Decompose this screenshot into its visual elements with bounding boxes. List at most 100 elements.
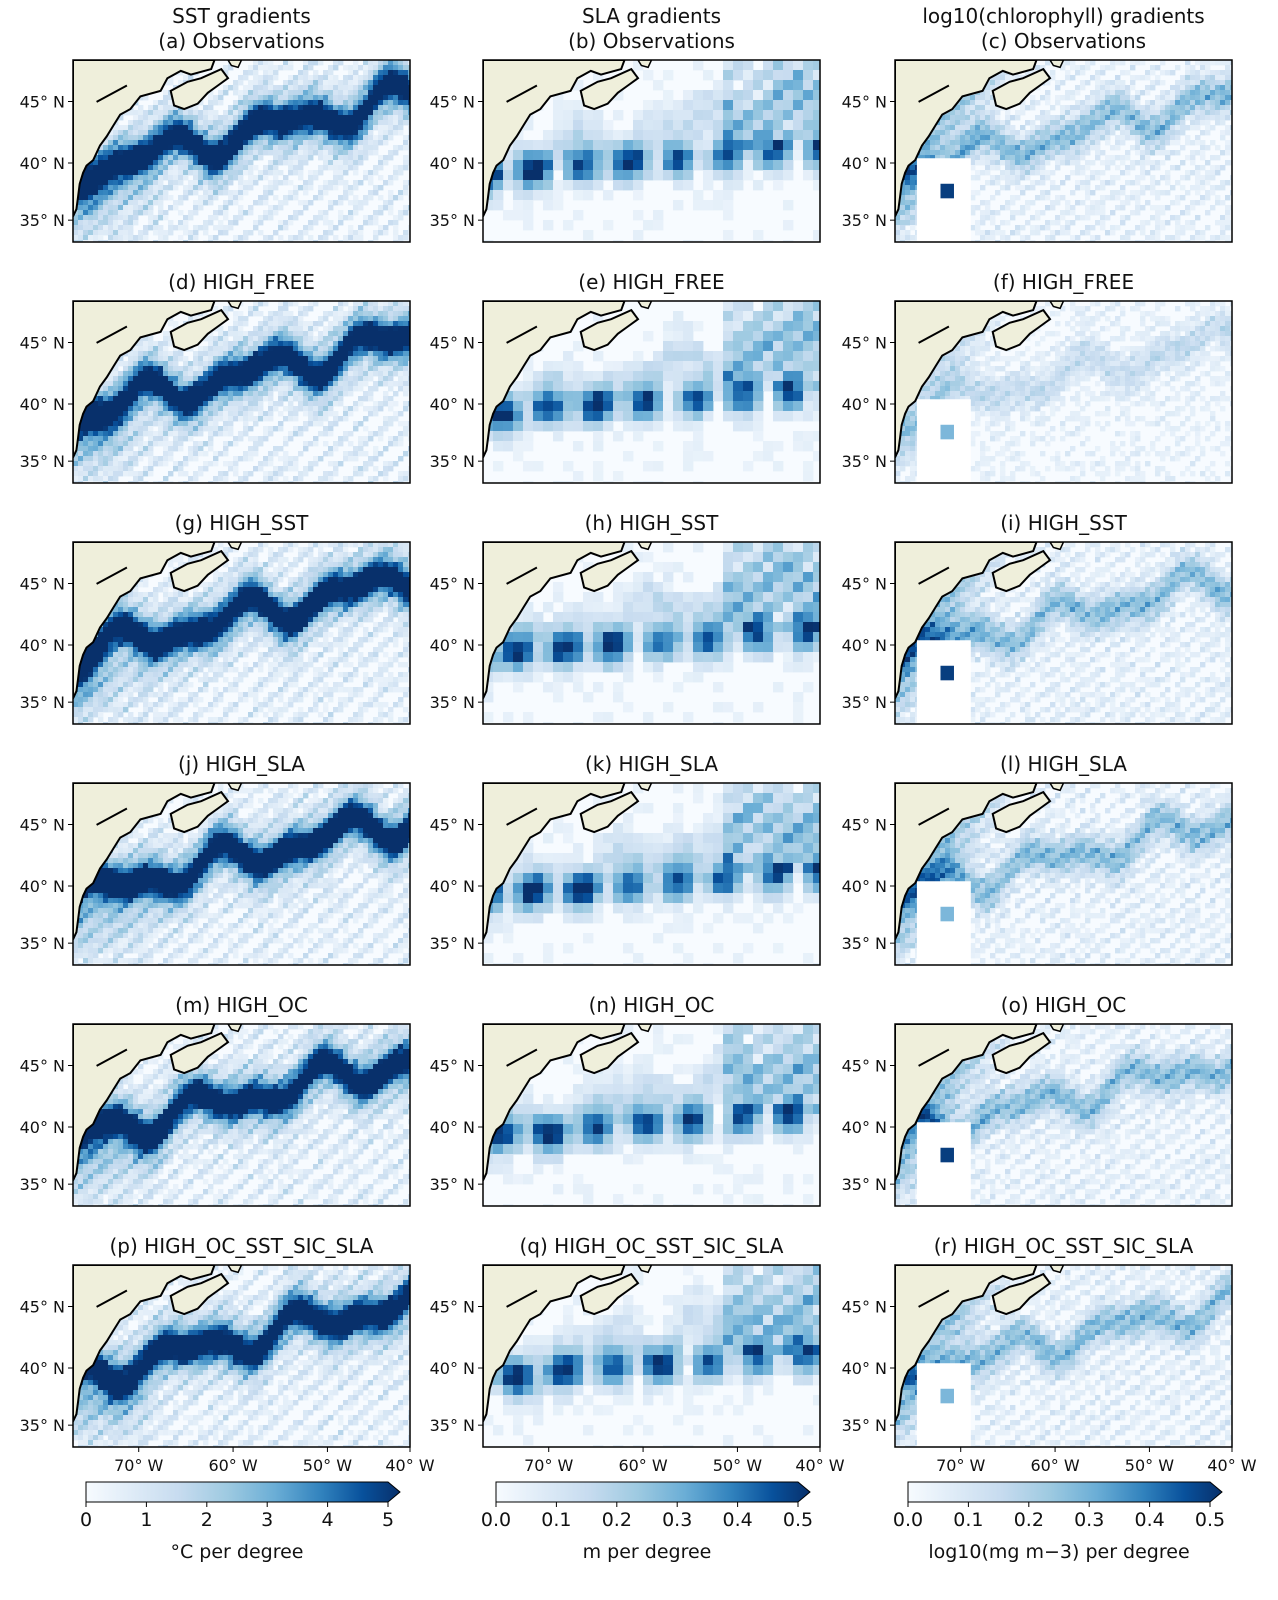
nova-scotia <box>169 549 230 593</box>
panel-title: (q) HIGH_OC_SST_SIC_SLA <box>520 1234 784 1258</box>
colorbar-tick-label: 0.0 <box>481 1509 511 1531</box>
panel-frame <box>482 541 821 725</box>
island <box>637 1024 653 1033</box>
lat-tick-label: 40° N <box>430 395 475 414</box>
lat-tick-label: 35° N <box>842 1175 887 1194</box>
st-lawrence-line <box>96 807 128 826</box>
lon-tick-label: 50° W <box>1125 1456 1174 1475</box>
lat-tick-label: 40° N <box>20 877 65 896</box>
lat-tick-label: 45° N <box>842 815 887 834</box>
island <box>227 1024 243 1033</box>
island <box>1049 1265 1065 1274</box>
panel-title: (p) HIGH_OC_SST_SIC_SLA <box>110 1234 374 1258</box>
lat-tick-label: 40° N <box>20 154 65 173</box>
column-header: SLA gradients <box>582 4 721 28</box>
island <box>637 60 653 69</box>
st-lawrence-line <box>96 325 128 344</box>
panel-title: (b) Observations <box>568 29 735 53</box>
lat-tick-label: 45° N <box>20 92 65 111</box>
lat-tick-label: 40° N <box>20 1118 65 1137</box>
st-lawrence-line <box>506 1289 538 1308</box>
panel-frame <box>482 1023 821 1207</box>
island <box>1049 783 1065 792</box>
lat-tick-label: 35° N <box>430 452 475 471</box>
land-mass <box>483 60 626 217</box>
lat-tick-label: 45° N <box>430 574 475 593</box>
lat-tick-label: 35° N <box>430 934 475 953</box>
lat-tick-label: 45° N <box>842 1056 887 1075</box>
panel-title: (k) HIGH_SLA <box>585 752 718 776</box>
island <box>227 542 243 551</box>
colorbar-tick-label: 0.0 <box>893 1509 923 1531</box>
map-panel: (r) HIGH_OC_SST_SIC_SLA 45° N 40° N 35° N 70… <box>842 1234 1257 1475</box>
colorbar-tick-label: 5 <box>382 1509 394 1531</box>
panel-title: (n) HIGH_OC <box>589 993 715 1017</box>
lat-tick-label: 45° N <box>20 1056 65 1075</box>
land-mass <box>73 60 216 217</box>
lat-tick-label: 35° N <box>20 934 65 953</box>
lat-tick-label: 45° N <box>430 333 475 352</box>
island <box>1049 60 1065 69</box>
lat-tick-label: 35° N <box>842 934 887 953</box>
map-panel: (n) HIGH_OC 45° N 40° N 35° N <box>430 993 821 1207</box>
colorbar-tick-label: 0.1 <box>953 1509 983 1531</box>
lat-tick-label: 35° N <box>20 1175 65 1194</box>
panel-title: (g) HIGH_SST <box>175 511 310 535</box>
lat-tick-label: 35° N <box>20 1416 65 1435</box>
nova-scotia <box>169 790 230 834</box>
nova-scotia <box>169 1272 230 1316</box>
lat-tick-label: 35° N <box>430 1175 475 1194</box>
map-panel: (q) HIGH_OC_SST_SIC_SLA 45° N 40° N 35° N 70… <box>430 1234 845 1475</box>
st-lawrence-line <box>96 1289 128 1308</box>
map-panel: (e) HIGH_FREE 45° N 40° N 35° N <box>430 270 821 484</box>
map-panel: (g) HIGH_SST 45° N 40° N 35° N <box>20 511 411 725</box>
map-panel: (o) HIGH_OC 45° N 40° N 35° N <box>842 993 1233 1207</box>
lat-tick-label: 40° N <box>430 636 475 655</box>
lat-tick-label: 45° N <box>430 92 475 111</box>
lat-tick-label: 45° N <box>430 1297 475 1316</box>
no-data-square <box>940 906 954 922</box>
panel-frame <box>72 541 411 725</box>
lat-tick-label: 35° N <box>842 1416 887 1435</box>
panel-frame <box>894 541 1233 725</box>
nova-scotia <box>579 1272 640 1316</box>
panel-title: (c) Observations <box>981 29 1146 53</box>
land-mass <box>483 1024 626 1181</box>
panel-title: (f) HIGH_FREE <box>993 270 1134 294</box>
colorbar-tick-label: 0.2 <box>1014 1509 1044 1531</box>
land-mass <box>895 1265 1038 1422</box>
map-panel: (b) Observations 45° N 40° N 35° N <box>430 29 821 243</box>
st-lawrence-line <box>506 807 538 826</box>
no-data-patch <box>916 1363 971 1447</box>
lat-tick-label: 40° N <box>842 1118 887 1137</box>
st-lawrence-line <box>918 325 950 344</box>
panel-title: (m) HIGH_OC <box>175 993 308 1017</box>
panel-title: (d) HIGH_FREE <box>168 270 315 294</box>
lon-tick-label: 50° W <box>303 1456 352 1475</box>
land-mass <box>483 542 626 699</box>
colorbar-ramp <box>907 1481 1223 1503</box>
nova-scotia <box>579 308 640 352</box>
lat-tick-label: 40° N <box>842 636 887 655</box>
no-data-square <box>940 424 954 440</box>
lat-tick-label: 40° N <box>430 1118 475 1137</box>
panel-frame <box>72 782 411 966</box>
lat-tick-label: 45° N <box>842 574 887 593</box>
colorbar-tick-label: 0.2 <box>602 1509 632 1531</box>
lat-tick-label: 40° N <box>20 395 65 414</box>
nova-scotia <box>579 549 640 593</box>
colorbar-label: log10(mg m−3) per degree <box>928 1541 1189 1563</box>
map-panel: (k) HIGH_SLA 45° N 40° N 35° N <box>430 752 821 966</box>
colorbar-tick-label: 0.4 <box>722 1509 752 1531</box>
colorbar: 0.0 0.1 0.2 0.3 0.4 0.5 m per degree <box>481 1481 813 1563</box>
colorbar-tick-label: 3 <box>261 1509 273 1531</box>
nova-scotia <box>579 67 640 111</box>
map-panel: (i) HIGH_SST 45° N 40° N 35° N <box>842 511 1233 725</box>
panel-frame <box>482 1264 821 1448</box>
lat-tick-label: 35° N <box>430 211 475 230</box>
colorbar-tick-label: 2 <box>201 1509 213 1531</box>
gradient-field <box>483 301 820 483</box>
island <box>1049 542 1065 551</box>
panel-title: (a) Observations <box>158 29 324 53</box>
island <box>637 542 653 551</box>
